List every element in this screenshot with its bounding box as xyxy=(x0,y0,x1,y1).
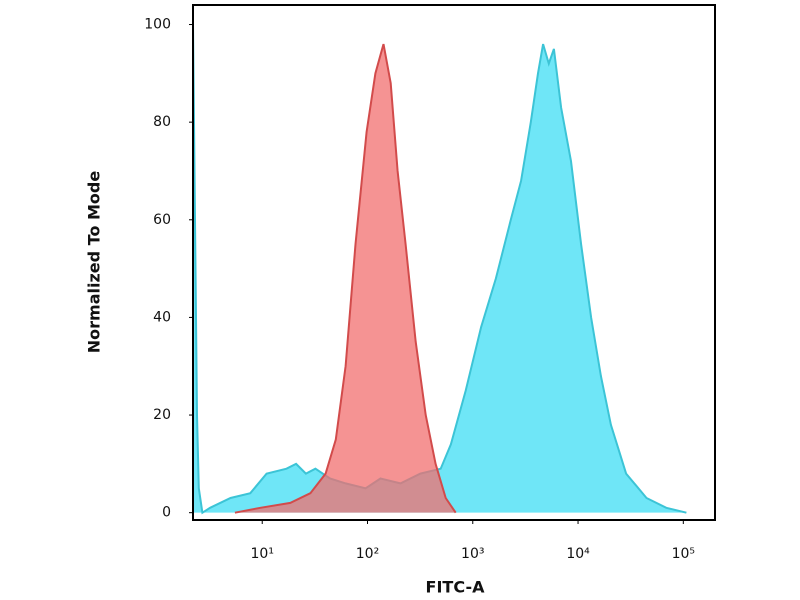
y-axis-label: Normalized To Mode xyxy=(85,171,104,354)
y-tick-label: 40 xyxy=(153,309,171,325)
y-tick-label: 20 xyxy=(153,407,171,423)
line xyxy=(192,24,687,515)
area xyxy=(193,24,687,513)
plot-frame xyxy=(192,4,716,521)
y-tick-label: 100 xyxy=(144,17,171,33)
y-tick-label: 60 xyxy=(153,212,171,228)
y-tick-label: 80 xyxy=(153,114,171,130)
x-tick-label: 10³ xyxy=(461,546,484,562)
line xyxy=(234,43,457,514)
x-axis-label: FITC-A xyxy=(426,578,486,597)
x-tick-label: 10⁵ xyxy=(672,546,695,562)
area xyxy=(234,44,456,513)
x-tick-label: 10¹ xyxy=(251,546,274,562)
y-tick-label: 0 xyxy=(162,505,171,521)
x-tick-label: 10² xyxy=(356,546,379,562)
x-tick-label: 10⁴ xyxy=(566,546,590,562)
